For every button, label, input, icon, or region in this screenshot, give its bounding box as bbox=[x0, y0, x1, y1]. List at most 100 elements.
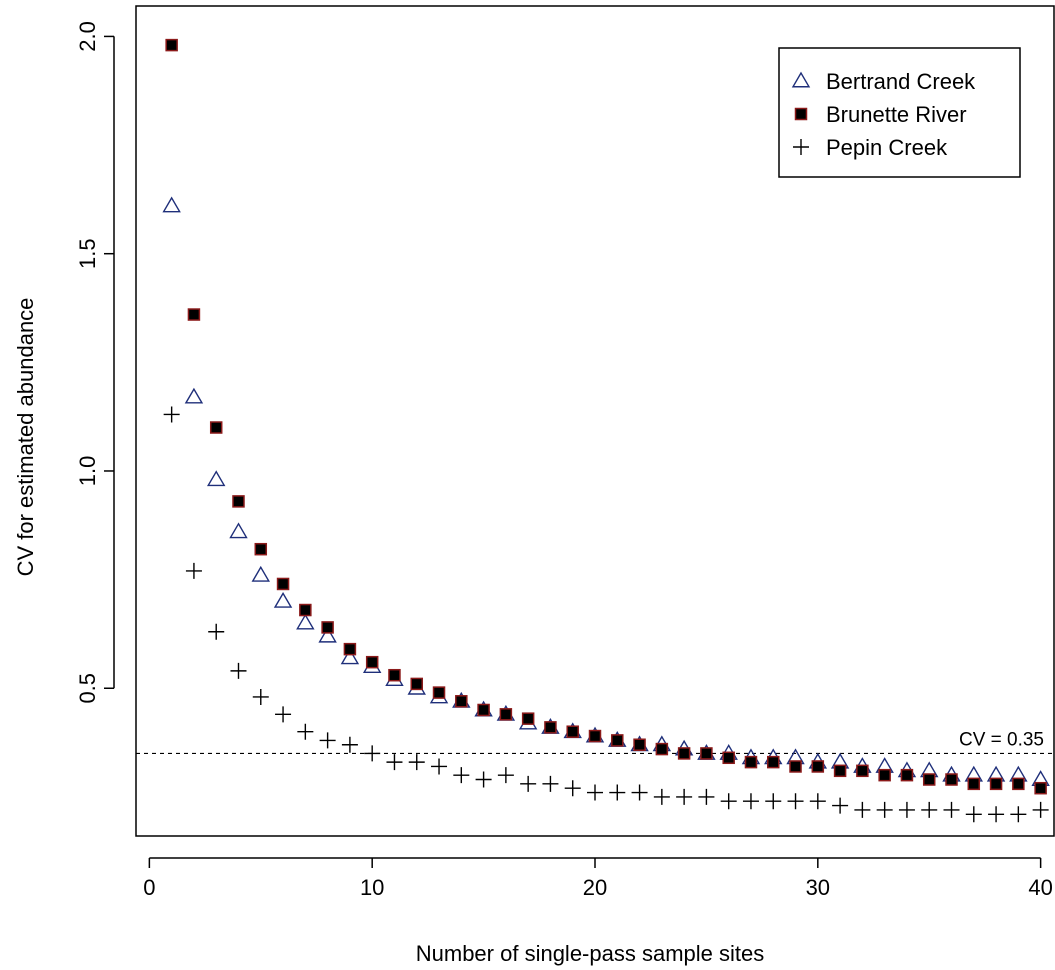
data-point-brunette-river bbox=[388, 668, 401, 682]
data-point-pepin-creek bbox=[943, 801, 960, 818]
data-point-pepin-creek bbox=[921, 801, 938, 818]
data-point-pepin-creek bbox=[208, 623, 225, 640]
reference-line-label: CV = 0.35 bbox=[959, 729, 1044, 750]
data-point-pepin-creek bbox=[319, 732, 336, 749]
data-point-brunette-river bbox=[700, 747, 713, 760]
series-pepin-creek bbox=[163, 406, 1049, 823]
legend-label-brunette-river: Brunette River bbox=[826, 102, 967, 127]
data-point-pepin-creek bbox=[631, 784, 648, 801]
data-point-pepin-creek bbox=[988, 806, 1005, 823]
data-point-pepin-creek bbox=[252, 688, 269, 705]
data-point-bertrand-creek bbox=[273, 591, 293, 608]
x-axis-title: Number of single-pass sample sites bbox=[416, 941, 764, 966]
data-point-bertrand-creek bbox=[251, 565, 270, 582]
data-point-pepin-creek bbox=[163, 406, 180, 423]
data-point-brunette-river bbox=[343, 642, 357, 656]
data-point-brunette-river bbox=[455, 695, 468, 708]
x-tick-label: 40 bbox=[1028, 875, 1052, 900]
data-point-brunette-river bbox=[677, 747, 691, 760]
legend-marker-bertrand-creek bbox=[791, 71, 811, 88]
data-point-brunette-river bbox=[789, 760, 802, 773]
data-point-brunette-river bbox=[187, 308, 201, 321]
data-point-brunette-river bbox=[878, 768, 891, 782]
data-point-brunette-river bbox=[611, 734, 624, 747]
data-point-brunette-river bbox=[767, 755, 780, 769]
x-tick-label: 0 bbox=[143, 875, 155, 900]
data-point-brunette-river bbox=[633, 738, 646, 751]
data-point-pepin-creek bbox=[609, 784, 626, 801]
data-point-bertrand-creek bbox=[318, 626, 337, 643]
data-point-pepin-creek bbox=[564, 780, 581, 797]
data-point-pepin-creek bbox=[542, 775, 559, 792]
data-point-brunette-river bbox=[967, 777, 981, 791]
data-point-brunette-river bbox=[521, 712, 535, 725]
data-point-brunette-river bbox=[276, 577, 290, 591]
data-point-pepin-creek bbox=[364, 745, 381, 762]
data-point-brunette-river bbox=[254, 542, 268, 556]
data-point-pepin-creek bbox=[965, 806, 982, 823]
data-point-pepin-creek bbox=[787, 793, 804, 810]
y-tick-label: 0.5 bbox=[75, 673, 100, 704]
data-point-pepin-creek bbox=[520, 775, 537, 792]
y-tick-label: 1.5 bbox=[75, 238, 100, 269]
data-point-brunette-river bbox=[1012, 777, 1025, 791]
data-point-pepin-creek bbox=[431, 758, 448, 775]
data-point-brunette-river bbox=[722, 751, 735, 765]
data-point-bertrand-creek bbox=[340, 648, 360, 665]
data-point-brunette-river bbox=[410, 677, 423, 691]
data-point-pepin-creek bbox=[497, 767, 514, 784]
data-point-brunette-river bbox=[165, 38, 178, 52]
data-point-brunette-river bbox=[922, 773, 936, 786]
data-point-pepin-creek bbox=[676, 788, 693, 805]
data-point-bertrand-creek bbox=[184, 387, 204, 404]
y-axis-title: CV for estimated abundance bbox=[13, 298, 38, 577]
legend-marker-pepin-creek bbox=[793, 139, 809, 155]
data-point-pepin-creek bbox=[475, 771, 492, 788]
data-point-brunette-river bbox=[1034, 781, 1047, 795]
data-point-pepin-creek bbox=[809, 793, 826, 810]
series-brunette-river bbox=[165, 38, 1047, 795]
data-point-bertrand-creek bbox=[206, 470, 226, 487]
axes-group: 0 10 20 30 40 0.5 1.0 1.5 2.0 bbox=[75, 21, 1053, 900]
data-point-pepin-creek bbox=[1010, 806, 1027, 823]
x-tick-label: 10 bbox=[360, 875, 384, 900]
data-point-brunette-river bbox=[209, 421, 223, 434]
data-point-pepin-creek bbox=[275, 706, 292, 723]
data-point-pepin-creek bbox=[742, 793, 759, 810]
data-point-brunette-river bbox=[833, 764, 847, 778]
data-point-bertrand-creek bbox=[296, 613, 315, 630]
x-tick-label: 30 bbox=[806, 875, 830, 900]
data-point-pepin-creek bbox=[408, 754, 425, 771]
data-point-brunette-river bbox=[321, 621, 334, 634]
x-tick-label: 20 bbox=[583, 875, 607, 900]
data-point-pepin-creek bbox=[1032, 801, 1049, 818]
data-point-pepin-creek bbox=[386, 754, 403, 771]
data-point-brunette-river bbox=[365, 655, 379, 669]
data-point-pepin-creek bbox=[898, 801, 915, 818]
data-point-brunette-river bbox=[566, 725, 579, 738]
data-point-pepin-creek bbox=[453, 767, 470, 784]
data-point-pepin-creek bbox=[587, 784, 603, 801]
legend-label-bertrand-creek: Bertrand Creek bbox=[826, 69, 976, 94]
data-point-brunette-river bbox=[900, 768, 914, 782]
data-point-pepin-creek bbox=[297, 723, 314, 740]
data-point-brunette-river bbox=[744, 755, 758, 769]
data-point-pepin-creek bbox=[765, 793, 782, 810]
legend-box bbox=[778, 47, 1021, 178]
data-point-brunette-river bbox=[945, 773, 958, 786]
data-point-pepin-creek bbox=[185, 562, 202, 579]
data-point-pepin-creek bbox=[698, 788, 715, 805]
data-point-brunette-river bbox=[544, 721, 557, 734]
data-point-brunette-river bbox=[655, 742, 669, 756]
data-points-group bbox=[162, 38, 1050, 823]
data-point-brunette-river bbox=[232, 495, 245, 508]
data-point-brunette-river bbox=[432, 686, 446, 699]
y-tick-label: 2.0 bbox=[75, 21, 100, 52]
legend-marker-brunette-river bbox=[794, 107, 808, 121]
data-point-pepin-creek bbox=[230, 662, 247, 679]
data-point-bertrand-creek bbox=[229, 522, 248, 539]
data-point-bertrand-creek bbox=[162, 196, 181, 213]
plot-frame bbox=[135, 5, 1055, 837]
data-point-pepin-creek bbox=[341, 736, 358, 753]
